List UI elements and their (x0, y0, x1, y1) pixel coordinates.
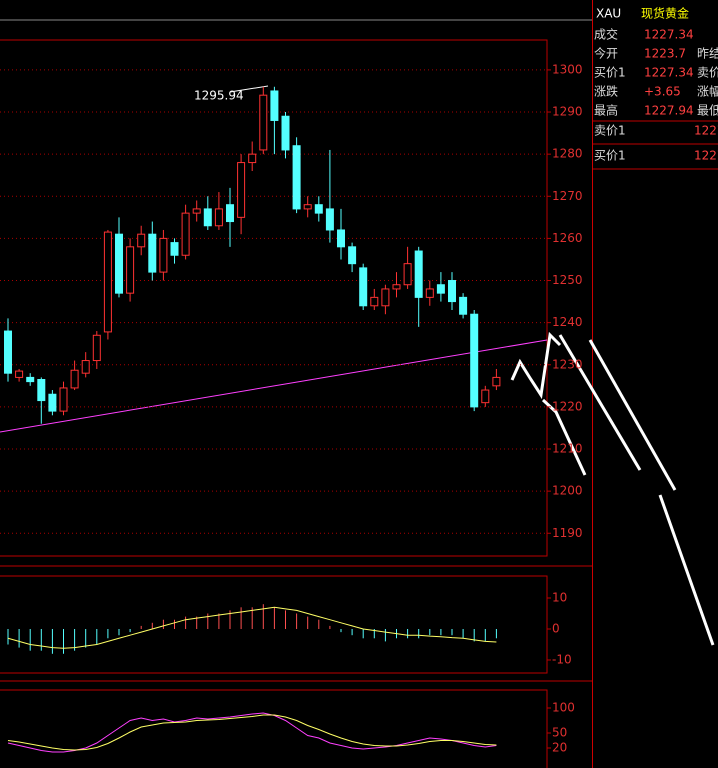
candle-body (214, 208, 223, 227)
indicator-line (7, 606, 497, 649)
y-tick-label: 1220 (552, 399, 583, 413)
candle-body (381, 288, 390, 307)
candle-body (359, 267, 368, 307)
y-tick-label: 1260 (552, 231, 583, 245)
quote-label: 涨跌 (594, 84, 618, 99)
candle-body (159, 237, 168, 273)
y-tick-label: 100 (552, 701, 575, 715)
quote-value: 1227.94 (644, 104, 694, 118)
y-tick-label: 1300 (552, 62, 583, 76)
high-annotation: 1295.94 (194, 89, 244, 103)
candle-body (37, 379, 46, 402)
candle-body (115, 233, 123, 294)
y-tick-label: 1230 (552, 357, 583, 371)
candle-body (203, 208, 212, 227)
quote-value: 1223.7 (644, 47, 686, 61)
candle-body (48, 393, 57, 412)
quote-value: 1227.34 (644, 28, 694, 42)
forecast-arrows (510, 331, 715, 646)
candle-body (26, 376, 35, 383)
candle-body (181, 212, 190, 256)
quote-value: 1227.34 (644, 66, 694, 80)
order-value: 1227 (694, 124, 718, 138)
candle-body (403, 263, 412, 286)
candle-body (259, 94, 268, 151)
candle-body (436, 284, 445, 294)
candle-body (170, 242, 179, 256)
quote-label: 成交 (594, 27, 618, 42)
candle-body (448, 280, 456, 303)
kdj-frame (0, 689, 548, 768)
y-tick-label: 50 (552, 726, 567, 740)
order-label: 卖价1 (594, 124, 626, 138)
y-tick-label: 1190 (552, 526, 583, 540)
candle-body (126, 246, 135, 294)
candle-body (370, 296, 379, 307)
candle-body (81, 360, 90, 374)
candle-body (325, 208, 334, 231)
y-tick-label: 1210 (552, 442, 583, 456)
candle-body (314, 204, 323, 214)
candle-body (481, 389, 490, 404)
quote-label: 最高 (594, 103, 618, 118)
candle-body (492, 376, 501, 387)
y-tick-label: 1250 (552, 273, 583, 287)
y-tick-label: 1290 (552, 105, 583, 119)
quote-label: 买价1 (594, 66, 626, 80)
quote-label: 最低 (697, 104, 718, 118)
quote-label: 今开 (594, 46, 618, 61)
candle-body (392, 284, 401, 290)
trend-line (0, 339, 548, 433)
order-value: 1227 (694, 149, 718, 163)
y-tick-label: 10 (552, 591, 567, 605)
main-frame (0, 39, 548, 557)
candle-body (292, 145, 301, 210)
macd-frame (0, 575, 548, 674)
candle-body (303, 204, 312, 210)
instrument-name: 现货黄金 (641, 6, 689, 21)
candle-body (103, 231, 112, 333)
candle-body (248, 153, 257, 164)
indicator-line (7, 714, 497, 751)
y-tick-label: 20 (552, 741, 567, 755)
candle-body (15, 370, 24, 378)
candle-body (137, 233, 146, 248)
y-tick-label: 1280 (552, 147, 583, 161)
candle-body (237, 162, 246, 218)
candle-body (281, 115, 290, 151)
symbol: XAU (596, 7, 621, 21)
candle-body (226, 204, 234, 223)
quote-label: 卖价 (697, 66, 718, 80)
candle-body (348, 246, 357, 265)
y-tick-label: 0 (552, 621, 560, 635)
y-tick-label: 1200 (552, 484, 583, 498)
candle-body (59, 387, 68, 412)
candle-body (459, 296, 468, 315)
annotation-leader (229, 85, 269, 93)
candle-body (425, 288, 434, 298)
candle-body (70, 369, 79, 389)
candle-body (192, 208, 201, 214)
y-tick-label: -10 (552, 652, 572, 666)
y-tick-label: 1240 (552, 315, 583, 329)
quote-value: +3.65 (644, 85, 681, 99)
order-label: 买价1 (594, 149, 626, 163)
candle-body (270, 90, 279, 121)
candle-body (337, 229, 345, 248)
quote-label: 涨幅 (697, 84, 718, 99)
candle-body (92, 334, 101, 362)
quote-label: 昨结 (697, 47, 718, 61)
candle-body (4, 330, 12, 374)
candle-body (414, 250, 423, 298)
candle-body (148, 233, 157, 273)
candle-body (470, 313, 479, 408)
indicator-line (7, 712, 497, 753)
y-tick-label: 1270 (552, 189, 583, 203)
